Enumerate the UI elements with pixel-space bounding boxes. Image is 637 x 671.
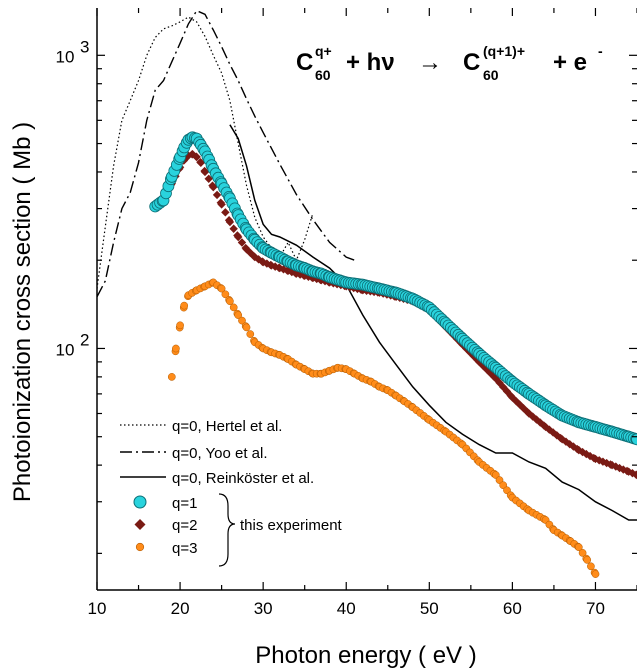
q2-point xyxy=(595,456,604,465)
x-tick-label: 60 xyxy=(503,599,522,618)
q2-point xyxy=(225,217,235,227)
reaction-equation: C q+ 60 + hν → C (q+1)+ 60 + e - xyxy=(296,43,603,83)
q2-point xyxy=(552,431,562,440)
series-line-1 xyxy=(97,9,355,298)
legend-label-q3: q=3 xyxy=(172,540,197,557)
y-tick-label-base: 10 xyxy=(56,47,75,66)
eq-plus-hv: + hν xyxy=(346,49,395,76)
q3-point xyxy=(180,301,189,310)
q2-point xyxy=(204,174,213,184)
legend-group-label: this experiment xyxy=(240,517,343,534)
x-tick-label: 50 xyxy=(420,599,439,618)
q3-point xyxy=(172,344,180,353)
q3-point xyxy=(229,303,238,312)
x-tick-label: 40 xyxy=(337,599,356,618)
eq-rhs-base: C xyxy=(463,49,480,76)
q2-point xyxy=(200,167,210,177)
q2-point xyxy=(545,425,554,434)
q3-point xyxy=(217,284,226,293)
q2-point xyxy=(624,467,633,476)
legend-label-reinkoster: q=0, Reinköster et al. xyxy=(172,470,314,487)
q3-point xyxy=(238,316,246,325)
q2-point xyxy=(558,435,567,444)
q2-point xyxy=(221,208,230,217)
legend-swatch-q3 xyxy=(135,542,145,552)
q3-point xyxy=(578,549,587,557)
q2-point xyxy=(192,152,201,162)
x-tick-label: 20 xyxy=(171,599,190,618)
q2-point xyxy=(511,396,521,406)
q2-point xyxy=(582,449,591,459)
y-axis-title: Photoionization cross section ( Mb ) xyxy=(9,122,36,502)
q3-point xyxy=(176,321,184,330)
x-axis-title: Photon energy ( eV ) xyxy=(255,642,476,669)
q3-point xyxy=(499,481,508,490)
q2-point xyxy=(196,158,206,167)
q3-point xyxy=(242,323,251,332)
q2-point xyxy=(578,447,587,457)
q3-point xyxy=(226,297,234,306)
q2-point xyxy=(229,224,238,233)
q2-point xyxy=(237,238,247,247)
x-tick-label: 70 xyxy=(586,599,605,618)
y-tick-label-exp: 3 xyxy=(80,37,89,56)
q2-point xyxy=(184,151,193,160)
q2-point xyxy=(528,412,537,421)
q3-point xyxy=(591,570,600,578)
legend-brace xyxy=(218,493,236,567)
q2-point xyxy=(574,445,584,455)
legend-label-q2: q=2 xyxy=(172,517,197,534)
eq-rhs-sub: 60 xyxy=(483,67,499,83)
x-tick-label: 10 xyxy=(88,599,107,618)
y-tick-label-base: 10 xyxy=(56,340,75,359)
eq-lhs-sub: 60 xyxy=(315,67,331,83)
eq-e-sup: - xyxy=(598,43,603,59)
q3-point xyxy=(574,543,583,552)
series-line-2 xyxy=(229,124,637,521)
q2-point xyxy=(607,460,617,470)
q2-point xyxy=(209,182,218,192)
legend-swatch-q1 xyxy=(133,495,147,509)
q2-point xyxy=(234,232,243,242)
eq-lhs-base: C xyxy=(296,49,313,76)
x-tick-label: 30 xyxy=(254,599,273,618)
q2-point xyxy=(632,470,637,480)
q2-point xyxy=(217,200,226,209)
q3-point xyxy=(583,556,592,564)
q2-point xyxy=(619,465,628,474)
eq-arrow: → xyxy=(418,49,442,76)
q2-point xyxy=(602,458,611,468)
legend: q=0, Hertel et al. q=0, Yoo et al. q=0, … xyxy=(120,418,343,567)
q3-point xyxy=(587,562,595,571)
q3-point xyxy=(167,373,176,381)
legend-label-yoo: q=0, Yoo et al. xyxy=(172,445,268,462)
q2-point xyxy=(212,190,222,200)
eq-plus-e: + e xyxy=(553,49,587,76)
legend-swatch-q2 xyxy=(134,519,146,530)
y-tick-label-exp: 2 xyxy=(80,330,89,349)
eq-lhs-sup: q+ xyxy=(315,43,332,59)
q3-point xyxy=(221,290,230,299)
series-layer xyxy=(97,9,637,578)
q2-point xyxy=(548,428,558,437)
q2-point xyxy=(536,418,545,427)
q2-point xyxy=(565,439,574,449)
legend-label-q1: q=1 xyxy=(172,495,197,512)
q2-point xyxy=(541,422,550,432)
axes-layer: 10 20 30 40 50 60 70 10 2 10 3 xyxy=(56,8,637,618)
q2-point xyxy=(515,400,525,409)
legend-label-hertel: q=0, Hertel et al. xyxy=(172,418,282,435)
eq-rhs-sup: (q+1)+ xyxy=(483,43,525,59)
q3-point xyxy=(234,311,243,319)
q3-point xyxy=(246,330,255,338)
q2-point xyxy=(519,404,528,413)
q2-point xyxy=(611,462,621,471)
